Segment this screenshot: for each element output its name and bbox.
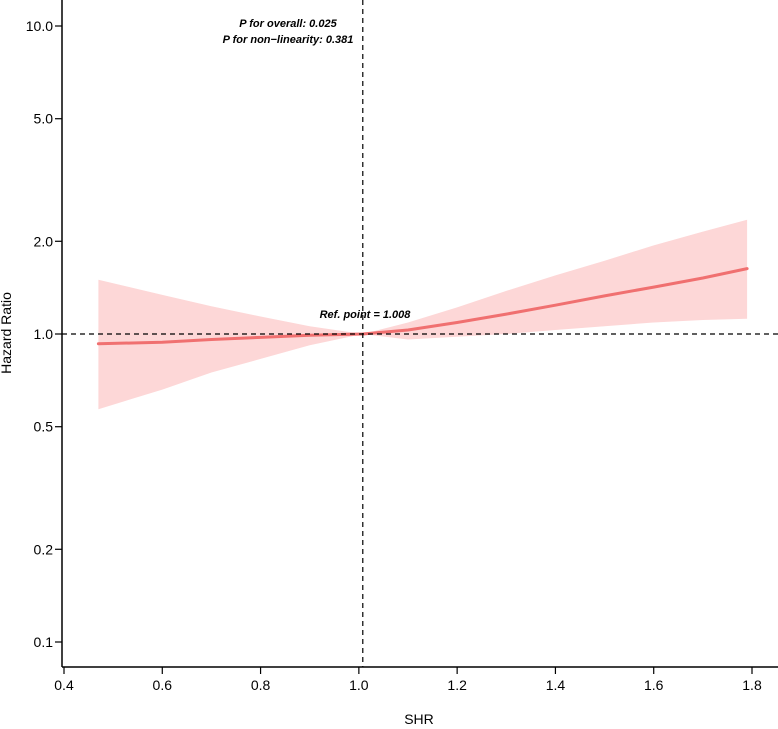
x-tick-label: 0.4	[54, 677, 74, 693]
y-tick-label: 5.0	[34, 111, 54, 127]
p-overall-annotation: P for overall: 0.025	[239, 18, 337, 30]
y-tick-label: 0.1	[34, 634, 54, 650]
p-nonlinearity-annotation: P for non−linearity: 0.381	[223, 34, 354, 46]
y-axis-title: Hazard Ratio	[0, 292, 14, 374]
x-tick-label: 0.8	[251, 677, 271, 693]
confidence-band	[98, 219, 748, 410]
x-tick-label: 1.6	[644, 677, 664, 693]
ref-point-annotation: Ref. point = 1.008	[320, 309, 412, 321]
x-tick-label: 1.0	[349, 677, 369, 693]
x-tick-label: 1.2	[447, 677, 467, 693]
y-tick-label: 2.0	[34, 233, 54, 249]
x-tick-label: 1.4	[546, 677, 566, 693]
axes: 0.4 0.6 0.8 1.0 1.2 1.4 1.6 1.8 0.1 0.2 0.5 1.0 2.0 5…	[26, 0, 778, 693]
y-tick-label: 1.0	[34, 326, 54, 342]
x-axis-title: SHR	[404, 711, 434, 727]
hazard-ratio-line	[96, 267, 749, 346]
y-tick-label: 10.0	[26, 18, 53, 34]
y-tick-label: 0.2	[34, 541, 54, 557]
x-tick-label: 0.6	[153, 677, 173, 693]
plot-area	[62, 0, 778, 667]
x-tick-label: 1.8	[742, 677, 762, 693]
y-tick-label: 0.5	[34, 419, 54, 435]
